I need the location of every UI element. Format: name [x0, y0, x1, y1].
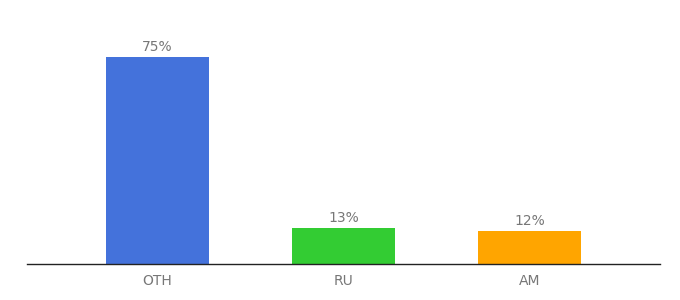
Bar: [478, 231, 581, 264]
Text: 13%: 13%: [328, 211, 359, 225]
Text: 75%: 75%: [142, 40, 173, 54]
Text: 12%: 12%: [514, 214, 545, 228]
Bar: [106, 57, 209, 264]
Bar: [292, 228, 394, 264]
